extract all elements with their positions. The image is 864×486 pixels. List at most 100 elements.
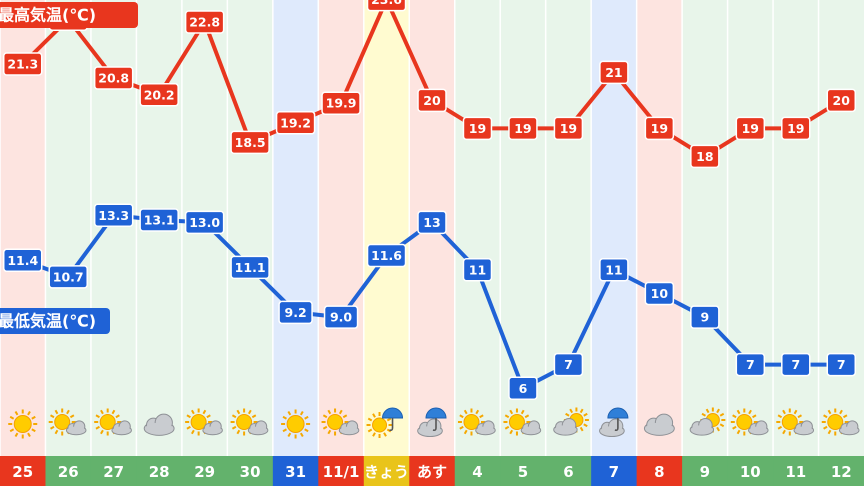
- temp-value-label: 11: [469, 262, 486, 277]
- low-temp-point: 13: [417, 210, 447, 235]
- legend-high-text: 最高気温(℃): [0, 6, 96, 25]
- high-temp-point: 19: [553, 116, 584, 141]
- date-cell: [545, 456, 592, 486]
- high-temp-point: 20.8: [93, 66, 134, 90]
- date-label: 8: [654, 463, 664, 481]
- weather-sunny-cloudy-icon: [48, 408, 87, 436]
- temp-value-label: 19: [514, 121, 531, 136]
- date-label: 11/1: [323, 463, 360, 481]
- temp-value-label: 19: [651, 121, 668, 136]
- temp-value-label: 11.6: [371, 248, 402, 263]
- low-temp-point: 7: [735, 352, 766, 377]
- temp-value-label: 6: [519, 381, 528, 396]
- day-column: [682, 0, 729, 486]
- temp-value-label: 19.2: [280, 115, 311, 130]
- weather-cloudy-rain-icon: [599, 407, 629, 438]
- low-temp-point: 11: [462, 258, 493, 282]
- high-temp-point: 19: [735, 116, 766, 141]
- day-column: [500, 0, 547, 486]
- temp-value-label: 7: [837, 357, 846, 372]
- temp-value-label: 23.6: [371, 0, 402, 7]
- temp-value-label: 19: [469, 121, 486, 136]
- date-label: 4: [472, 463, 482, 481]
- weather-sunny-cloudy-icon: [457, 408, 496, 436]
- date-cell: [0, 456, 46, 486]
- date-cell: [773, 456, 820, 486]
- temp-value-label: 7: [791, 357, 800, 372]
- high-temp-point: 20: [826, 88, 857, 113]
- temp-value-label: 13: [423, 215, 440, 230]
- weather-cloudy-icon: [143, 413, 175, 436]
- day-column: [545, 0, 592, 486]
- low-temp-point: 7: [553, 352, 584, 377]
- day-column: [318, 0, 365, 486]
- date-label: 6: [563, 463, 573, 481]
- date-label: 7: [609, 463, 619, 481]
- date-cell: [227, 456, 274, 486]
- weather-cloudy-icon: [643, 413, 675, 436]
- low-temp-point: 7: [781, 352, 811, 377]
- date-label: 29: [194, 463, 215, 481]
- day-column: [409, 0, 456, 486]
- date-label: 9: [700, 463, 710, 481]
- low-temp-point: 13.0: [184, 210, 225, 235]
- weather-sunny-rain-icon: [366, 407, 404, 438]
- low-temp-point: 11.6: [366, 243, 407, 268]
- weather-cloudy-sunny-icon: [689, 407, 726, 436]
- temp-value-label: 10.7: [53, 269, 84, 284]
- date-label: 30: [240, 463, 261, 481]
- temp-value-label: 18.5: [235, 135, 266, 150]
- low-temp-point: 9.0: [323, 305, 359, 329]
- day-column: [636, 0, 683, 486]
- low-temp-point: 7: [826, 352, 857, 377]
- date-cell: [363, 456, 410, 486]
- day-column: [818, 0, 864, 486]
- date-cell: [454, 456, 501, 486]
- weather-sunny-cloudy-icon: [776, 408, 815, 436]
- date-label: 5: [518, 463, 528, 481]
- date-label: 31: [285, 463, 306, 481]
- high-temp-point: 23.6: [366, 0, 407, 12]
- weather-sunny-cloudy-icon: [321, 408, 360, 436]
- date-cell: [181, 456, 228, 486]
- weather-sunny-icon: [281, 409, 311, 439]
- temp-value-label: 20.8: [98, 71, 129, 86]
- temp-value-label: 11: [605, 262, 622, 277]
- weather-sunny-cloudy-icon: [730, 408, 769, 436]
- temp-value-label: 19.9: [326, 96, 357, 111]
- temp-value-label: 7: [746, 357, 755, 372]
- high-temp-point: 18: [690, 144, 720, 169]
- temp-value-label: 7: [564, 357, 573, 372]
- temp-value-label: 9.2: [285, 305, 307, 320]
- high-temp-point: 18.5: [230, 130, 270, 155]
- low-temp-point: 13.3: [93, 203, 134, 228]
- date-cell: [45, 456, 92, 486]
- high-temp-point: 20: [417, 88, 447, 113]
- weather-cloudy-sunny-icon: [553, 407, 589, 436]
- date-cell: [136, 456, 183, 486]
- day-column: [454, 0, 501, 486]
- high-temp-point: 21.3: [2, 52, 43, 76]
- date-cell: [409, 456, 456, 486]
- high-temp-point: 20.2: [139, 83, 179, 107]
- date-label: 26: [58, 463, 79, 481]
- date-label: 27: [103, 463, 124, 481]
- high-temp-point: 19.2: [275, 111, 316, 135]
- temp-value-label: 20: [833, 93, 851, 108]
- day-column: [0, 0, 46, 486]
- temp-value-label: 13.0: [189, 215, 220, 230]
- legend-high: 最高気温(℃): [0, 2, 138, 28]
- temp-value-label: 19: [787, 121, 804, 136]
- date-cell: [90, 456, 137, 486]
- temp-value-label: 10: [651, 286, 669, 301]
- date-label: 25: [12, 463, 33, 481]
- day-column: [272, 0, 319, 486]
- weather-cloudy-rain-icon: [417, 407, 447, 438]
- temp-value-label: 11.4: [7, 253, 38, 268]
- temp-value-label: 21: [605, 65, 622, 80]
- day-column: [136, 0, 183, 486]
- weather-sunny-cloudy-icon: [821, 408, 860, 436]
- temp-value-label: 20: [423, 93, 441, 108]
